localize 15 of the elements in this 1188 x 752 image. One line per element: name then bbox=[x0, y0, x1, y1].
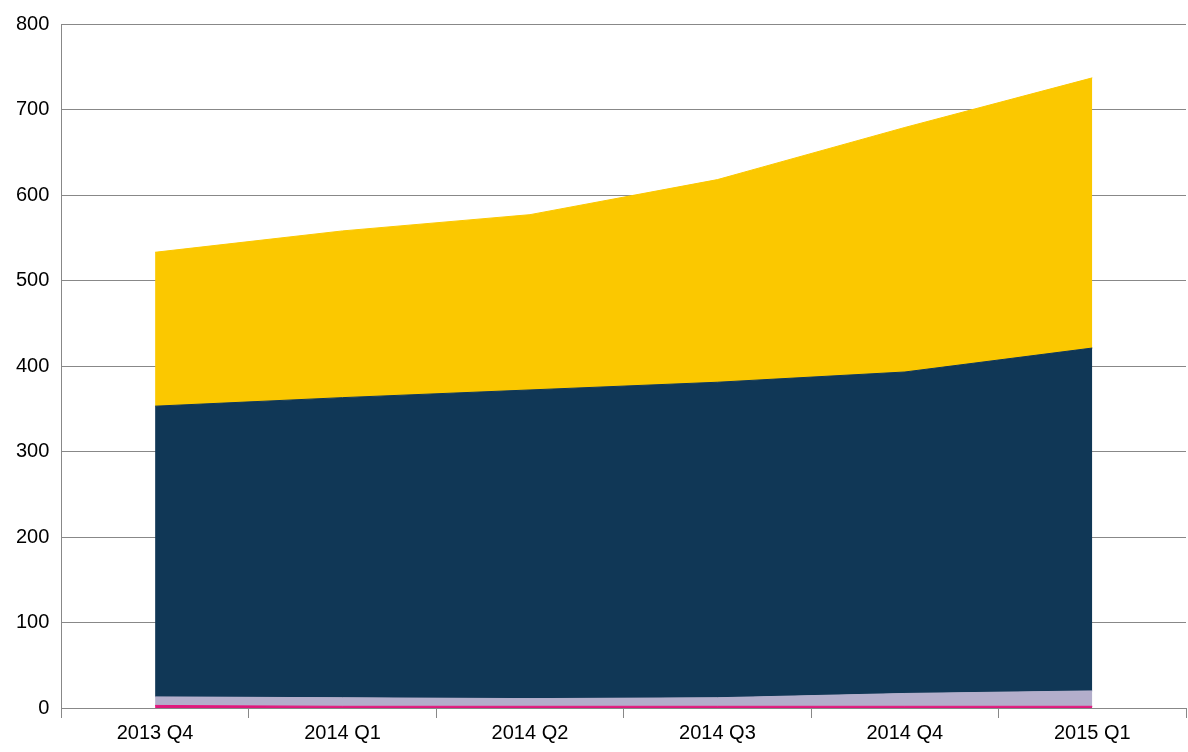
y-tick-label: 100 bbox=[15, 610, 50, 633]
x-tick-label: 2014 Q2 bbox=[491, 720, 569, 743]
y-tick-label: 500 bbox=[15, 268, 50, 291]
x-tick-label: 2014 Q3 bbox=[679, 720, 756, 743]
y-tick-label: 300 bbox=[15, 439, 50, 462]
y-tick-label: 200 bbox=[15, 524, 50, 547]
y-tick-label: 400 bbox=[15, 353, 50, 376]
y-tick-label: 0 bbox=[38, 695, 50, 718]
y-tick-label: 600 bbox=[15, 182, 50, 205]
y-tick-label: 700 bbox=[15, 97, 50, 120]
x-tick-label: 2014 Q4 bbox=[866, 720, 944, 743]
x-tick-label: 2015 Q1 bbox=[1053, 720, 1131, 743]
x-tick-label: 2014 Q1 bbox=[304, 720, 381, 743]
x-tick-label: 2013 Q4 bbox=[116, 720, 194, 743]
y-tick-label: 800 bbox=[15, 11, 50, 34]
